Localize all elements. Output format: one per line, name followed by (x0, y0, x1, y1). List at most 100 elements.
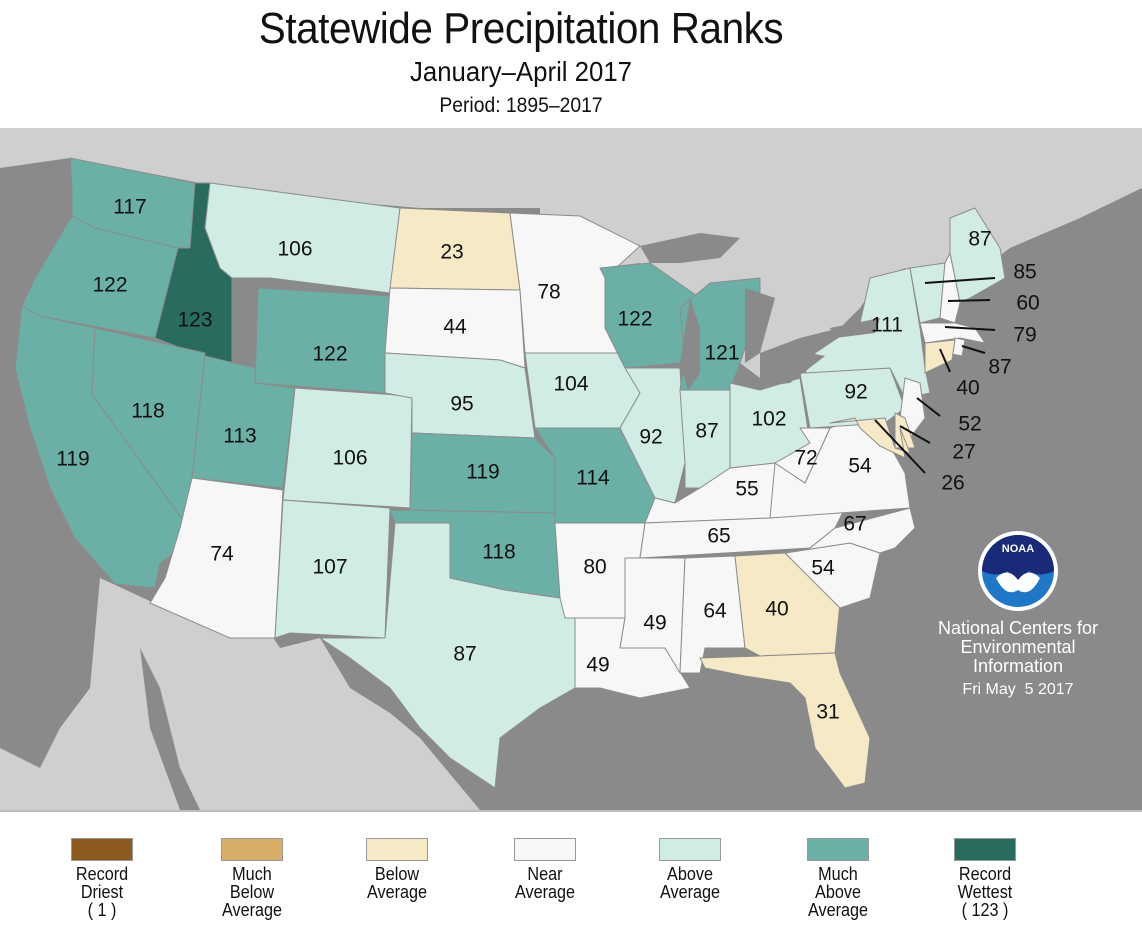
rank-label-il: 92 (639, 426, 662, 449)
legend-swatch (659, 838, 721, 861)
rank-label-mo: 114 (576, 467, 610, 490)
rank-label-va: 54 (848, 455, 872, 478)
legend-swatch (807, 838, 869, 861)
rank-label-ar: 80 (583, 556, 606, 579)
rank-label-nh: 60 (1016, 292, 1039, 315)
leader-line-nj (916, 397, 941, 417)
state-or (21, 215, 179, 339)
map-subtitle: January–April 2017 (410, 56, 632, 87)
leader-line-ma (944, 326, 996, 331)
state-tx (319, 522, 576, 789)
gulf-of-california (140, 648, 200, 810)
legend-item-near: Near Average (475, 838, 615, 901)
map-title: Statewide Precipitation Ranks (258, 4, 784, 53)
rank-label-nj: 52 (958, 413, 981, 436)
rank-label-mi: 121 (704, 342, 739, 365)
rank-label-ny: 111 (871, 314, 903, 337)
state-nm (274, 499, 391, 639)
rank-label-me: 87 (968, 228, 991, 251)
leader-line-de (899, 425, 931, 444)
legend-item-above: Above Average (620, 838, 760, 901)
rank-label-vt: 85 (1013, 261, 1036, 284)
legend-item-record-wettest: Record Wettest ( 123 ) (915, 838, 1055, 919)
legend-label: Much Below Average (221, 864, 283, 920)
rank-label-ks: 119 (466, 461, 499, 484)
lake-michigan (680, 298, 700, 390)
rank-label-ut: 113 (223, 425, 256, 448)
rank-label-ia: 104 (553, 373, 588, 396)
map-period: Period: 1895–2017 (439, 94, 603, 117)
rank-label-pa: 92 (844, 381, 867, 404)
state-nh (939, 252, 961, 324)
rank-label-ca: 119 (56, 448, 89, 471)
credit-line-1: National Centers for (938, 618, 1098, 638)
canada-land (0, 128, 1142, 378)
state-md (829, 417, 911, 459)
rank-label-ms: 49 (643, 612, 666, 635)
leader-line-md (874, 419, 926, 474)
rank-label-wi: 122 (617, 308, 652, 331)
rank-label-wy: 122 (312, 343, 347, 366)
rank-label-de: 27 (952, 441, 975, 464)
rank-label-co: 106 (332, 447, 367, 470)
rank-label-wa: 117 (113, 196, 146, 219)
legend-item-much-above: Much Above Average (768, 838, 908, 919)
rank-label-ri: 87 (988, 356, 1011, 379)
state-nc (784, 507, 916, 554)
title-block: Statewide Precipitation Ranks January–Ap… (0, 0, 1142, 128)
rank-label-md: 26 (941, 472, 964, 495)
rank-label-sd: 44 (443, 316, 467, 339)
rank-label-nc: 67 (843, 513, 866, 536)
lake-superior (640, 233, 740, 263)
noaa-logo: NOAA (978, 531, 1058, 611)
rank-label-ct: 40 (956, 377, 979, 400)
lake-erie (760, 353, 825, 386)
leader-line-ct (939, 348, 951, 373)
state-ct (924, 339, 956, 374)
legend-label: Above Average (659, 864, 721, 902)
state-wy (254, 287, 391, 394)
rank-label-ne: 95 (450, 393, 473, 416)
leader-lines (874, 277, 996, 474)
state-fl (699, 652, 871, 789)
credit-line-2: Environmental (960, 637, 1075, 657)
state-de (894, 412, 916, 449)
rank-label-nv: 118 (131, 400, 164, 423)
rank-label-oh: 102 (751, 408, 786, 431)
rank-label-ok: 118 (482, 541, 515, 564)
rank-labels: 117 122 119 123 118 106 122 113 106 74 107 23 44 95 11… (56, 196, 1039, 724)
rank-label-la: 49 (586, 654, 609, 677)
leader-line-ri (961, 345, 986, 354)
leader-line-nh (947, 299, 991, 302)
rank-label-ma: 79 (1013, 324, 1036, 347)
precipitation-map: 117 122 119 123 118 106 122 113 106 74 107 23 44 95 11… (0, 128, 1142, 810)
state-wi (599, 262, 701, 369)
noaa-logo-text: NOAA (1002, 543, 1034, 555)
rank-label-in: 87 (695, 420, 718, 443)
credit-line-3: Information (973, 656, 1063, 676)
legend-label: Below Average (366, 864, 428, 902)
rank-label-ky: 55 (735, 478, 758, 501)
rank-label-nm: 107 (312, 556, 347, 579)
legend: Record Driest ( 1 ) Much Below Average Bel… (0, 810, 1142, 938)
legend-label: Much Above Average (807, 864, 869, 920)
legend-label: Near Average (514, 864, 576, 902)
rank-label-tx: 87 (453, 643, 476, 666)
rank-label-fl: 31 (816, 701, 839, 724)
leader-line-vt (924, 277, 996, 284)
legend-swatch (221, 838, 283, 861)
mexico-land (0, 578, 480, 810)
state-wv (774, 427, 831, 484)
legend-swatch (514, 838, 576, 861)
rank-label-ga: 40 (765, 598, 788, 621)
rank-label-mt: 106 (277, 238, 312, 261)
rank-label-or: 122 (92, 274, 127, 297)
rank-label-nd: 23 (440, 241, 463, 264)
legend-swatch (71, 838, 133, 861)
rank-label-mn: 78 (537, 281, 560, 304)
legend-item-record-driest: Record Driest ( 1 ) (32, 838, 172, 919)
lake-ontario (830, 318, 880, 338)
rank-label-sc: 54 (811, 557, 835, 580)
legend-item-much-below: Much Below Average (182, 838, 322, 919)
rank-label-az: 74 (210, 543, 234, 566)
